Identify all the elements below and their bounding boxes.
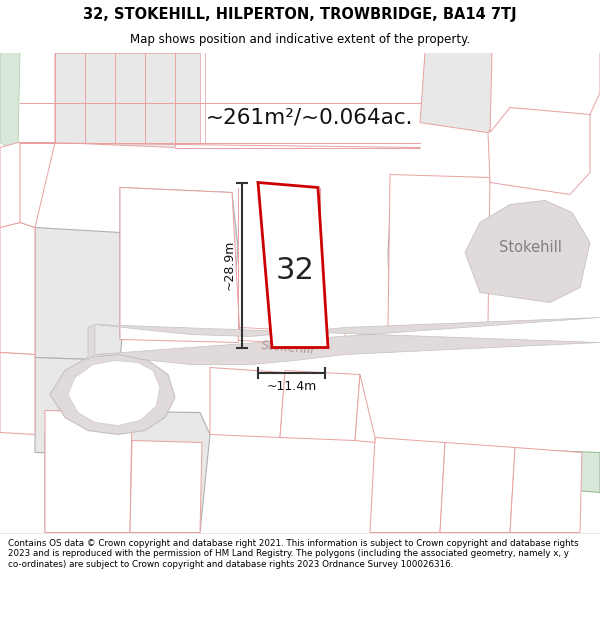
Polygon shape	[490, 52, 600, 132]
Polygon shape	[45, 411, 132, 532]
Polygon shape	[510, 448, 582, 532]
Text: Stokehill: Stokehill	[499, 240, 562, 255]
Polygon shape	[35, 228, 125, 361]
Polygon shape	[20, 142, 55, 228]
Polygon shape	[115, 52, 145, 142]
Polygon shape	[280, 371, 360, 441]
Polygon shape	[0, 52, 20, 152]
Text: 32: 32	[275, 256, 314, 285]
Polygon shape	[68, 361, 160, 426]
Polygon shape	[0, 222, 35, 354]
Polygon shape	[130, 441, 202, 532]
Polygon shape	[95, 318, 600, 364]
Polygon shape	[420, 52, 540, 138]
Polygon shape	[50, 354, 175, 434]
Polygon shape	[540, 451, 600, 493]
Polygon shape	[355, 374, 375, 442]
Polygon shape	[55, 52, 200, 148]
Text: ~28.9m: ~28.9m	[223, 240, 235, 290]
Polygon shape	[175, 52, 200, 142]
Polygon shape	[0, 142, 35, 228]
Polygon shape	[145, 52, 175, 142]
Polygon shape	[238, 328, 345, 354]
Polygon shape	[55, 52, 85, 142]
Polygon shape	[488, 107, 590, 194]
Polygon shape	[88, 324, 95, 361]
Polygon shape	[370, 438, 445, 532]
Text: Stokehill: Stokehill	[260, 339, 316, 356]
Text: Contains OS data © Crown copyright and database right 2021. This information is : Contains OS data © Crown copyright and d…	[8, 539, 578, 569]
Polygon shape	[120, 188, 238, 341]
Polygon shape	[0, 352, 35, 434]
Polygon shape	[35, 357, 122, 454]
Text: Map shows position and indicative extent of the property.: Map shows position and indicative extent…	[130, 33, 470, 46]
Polygon shape	[258, 182, 328, 348]
Polygon shape	[210, 368, 285, 438]
Polygon shape	[465, 201, 590, 302]
Polygon shape	[520, 52, 575, 142]
Text: ~11.4m: ~11.4m	[266, 380, 317, 393]
Polygon shape	[120, 188, 240, 342]
Text: ~261m²/~0.064ac.: ~261m²/~0.064ac.	[206, 107, 414, 127]
Polygon shape	[45, 411, 210, 532]
Polygon shape	[388, 174, 490, 328]
Polygon shape	[388, 177, 488, 318]
Polygon shape	[85, 52, 115, 142]
Polygon shape	[440, 442, 515, 532]
Text: 32, STOKEHILL, HILPERTON, TROWBRIDGE, BA14 7TJ: 32, STOKEHILL, HILPERTON, TROWBRIDGE, BA…	[83, 8, 517, 22]
